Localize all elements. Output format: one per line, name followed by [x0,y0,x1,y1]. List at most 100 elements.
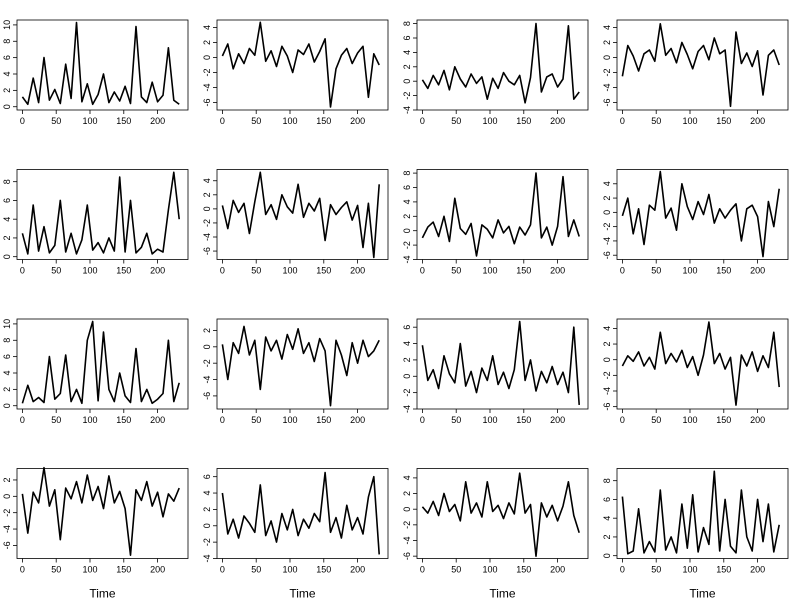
series-line [221,471,380,555]
x-tick-label: 100 [82,415,97,425]
x-tick-label: 200 [150,565,165,575]
y-tick-label: 4 [402,50,412,55]
y-tick-label: 2 [402,64,412,69]
x-tick-label: 200 [350,415,365,425]
y-tick-label: 4 [402,199,412,204]
x-tick-label: 150 [716,266,731,276]
x-tick-label: 50 [251,266,261,276]
y-tick-label: 4 [402,341,412,346]
y-tick-label: 4 [602,181,612,186]
x-tick-label: 100 [482,565,497,575]
y-tick-label: 4 [602,516,612,521]
x-tick-label: 200 [750,565,765,575]
y-tick-label: 6 [202,474,212,479]
plot-frame [416,19,589,111]
x-tick-label: 200 [750,116,765,126]
x-tick-label: 0 [20,415,25,425]
series-line [421,22,580,104]
y-tick-label: -6 [202,247,212,255]
x-axis-label: Time [89,587,116,600]
y-tick-label: -2 [402,241,412,249]
x-tick-label: 0 [20,116,25,126]
x-tick-label: 100 [282,565,297,575]
x-tick-label: 0 [20,565,25,575]
y-tick-label: 2 [2,235,12,240]
series-line [221,325,380,407]
x-tick-label: 150 [516,415,531,425]
y-tick-label: 8 [2,39,12,44]
plot-frame [216,19,389,111]
x-tick-label: 50 [51,565,61,575]
x-tick-label: 0 [220,415,225,425]
y-tick-label: -4 [202,83,212,91]
y-tick-label: 4 [2,370,12,375]
y-tick-label: 6 [602,497,612,502]
y-tick-label: -2 [202,538,212,546]
y-tick-label: 6 [402,185,412,190]
y-tick-label: -2 [602,223,612,231]
y-tick-label: -4 [602,83,612,91]
plot-frame [616,169,789,260]
x-tick-label: 200 [350,565,365,575]
y-tick-label: -6 [602,251,612,259]
x-tick-label: 50 [651,266,661,276]
x-tick-label: 0 [420,266,425,276]
x-tick-label: 200 [750,415,765,425]
plot-frame [216,169,389,260]
series-line [221,21,380,108]
x-tick-label: 150 [316,565,331,575]
x-tick-label: 50 [51,116,61,126]
y-tick-label: 4 [2,71,12,76]
x-tick-label: 100 [282,415,297,425]
x-tick-label: 100 [682,266,697,276]
y-tick-label: 6 [2,198,12,203]
y-tick-label: 4 [602,326,612,331]
y-tick-label: 8 [402,21,412,26]
y-tick-label: 2 [602,534,612,539]
y-tick-label: 2 [402,357,412,362]
plot-frame [16,19,189,111]
x-tick-label: 150 [516,266,531,276]
series-line [621,23,780,108]
x-tick-label: 200 [550,565,565,575]
y-tick-label: 8 [402,171,412,176]
y-tick-label: 0 [202,344,212,349]
series-line [621,470,780,555]
x-tick-label: 150 [516,565,531,575]
series-line [21,21,180,106]
x-tick-label: 100 [682,415,697,425]
y-tick-label: 2 [602,40,612,45]
y-tick-label: 2 [202,40,212,45]
x-tick-label: 0 [620,415,625,425]
x-tick-label: 50 [251,116,261,126]
y-tick-label: 10 [2,20,12,30]
x-tick-label: 50 [451,116,461,126]
plot-frame [616,318,789,410]
y-tick-label: 0 [602,357,612,362]
x-tick-label: 50 [51,266,61,276]
x-tick-label: 0 [420,565,425,575]
series-line [21,171,180,255]
y-tick-label: 0 [2,104,12,109]
y-tick-label: 0 [2,403,12,408]
x-tick-label: 150 [116,266,131,276]
x-tick-label: 50 [651,415,661,425]
x-tick-label: 0 [220,266,225,276]
series-line [421,472,580,557]
plot-frame [416,169,589,260]
y-tick-label: 0 [602,210,612,215]
x-tick-label: 200 [150,415,165,425]
y-tick-label: -4 [202,376,212,384]
y-tick-label: -4 [2,525,12,533]
x-axis-label: Time [689,587,716,600]
y-tick-label: -2 [202,68,212,76]
y-tick-label: -4 [602,237,612,245]
y-tick-label: 6 [402,325,412,330]
y-tick-label: -4 [402,405,412,413]
y-tick-label: 4 [402,475,412,480]
x-tick-label: 100 [82,565,97,575]
y-tick-label: 2 [402,214,412,219]
x-tick-label: 0 [620,266,625,276]
x-tick-label: 200 [550,415,565,425]
